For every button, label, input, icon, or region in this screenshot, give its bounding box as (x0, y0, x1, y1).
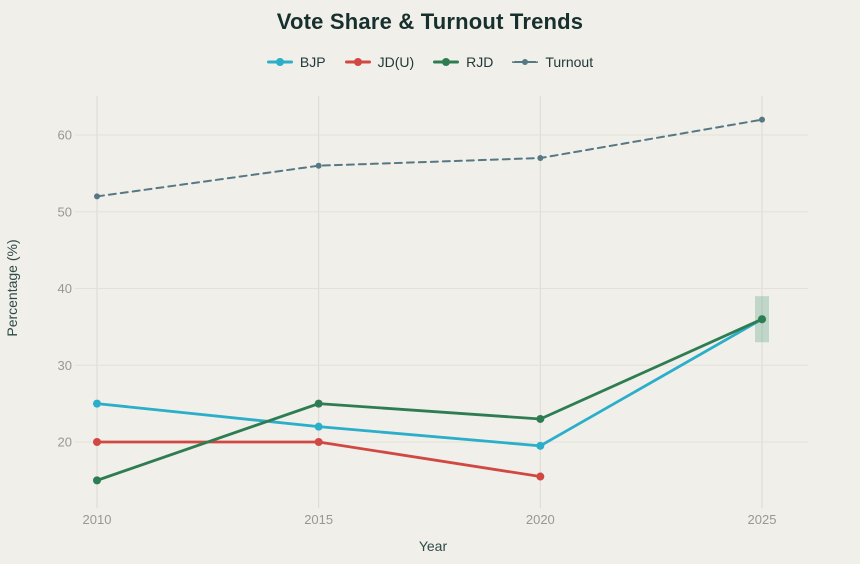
data-point-jdu-2020 (536, 472, 545, 481)
legend-dot-bjp (275, 58, 284, 66)
x-tick-2020: 2020 (526, 512, 555, 527)
legend-marker-turnout (512, 56, 539, 68)
data-point-jdu-2010 (93, 438, 101, 446)
data-point-bjp-2020 (536, 441, 545, 450)
chart-legend: BJP JD(U) RJD Turnout (0, 52, 860, 72)
x-tick-2015: 2015 (304, 512, 333, 527)
x-axis-label: Year (419, 538, 448, 554)
data-point-bjp-2015 (314, 422, 323, 431)
data-point-turnout-2025 (759, 116, 765, 123)
data-point-turnout-2015 (315, 162, 322, 169)
x-tick-2025: 2025 (748, 512, 777, 527)
x-tick-2010: 2010 (83, 512, 112, 527)
legend-dot-jdu (353, 58, 362, 66)
legend-dot-turnout (522, 59, 529, 65)
legend-item-jdu[interactable]: JD(U) (344, 54, 415, 70)
legend-item-rjd[interactable]: RJD (433, 54, 493, 70)
data-point-turnout-2020 (537, 155, 544, 162)
legend-label-turnout: Turnout (545, 54, 594, 70)
chart-title: Vote Share & Turnout Trends (276, 9, 584, 34)
data-point-rjd-2025 (758, 315, 766, 324)
data-point-rjd-2010 (93, 476, 101, 485)
series-line-turnout (96, 118, 763, 198)
data-point-rjd-2020 (536, 414, 545, 423)
legend-item-turnout[interactable]: Turnout (512, 54, 593, 70)
legend-item-bjp[interactable]: BJP (266, 54, 326, 70)
legend-label-jdu: JD(U) (377, 54, 415, 70)
series-line-bjp (95, 317, 764, 448)
y-axis-label: Percentage (%) (4, 239, 20, 336)
y-tick-60: 60 (58, 128, 72, 143)
legend-marker-jdu (344, 56, 371, 68)
data-point-turnout-2010 (94, 193, 100, 200)
data-point-rjd-2015 (314, 399, 323, 408)
data-point-bjp-2010 (93, 399, 101, 408)
y-tick-20: 20 (58, 435, 72, 450)
legend-label-rjd: RJD (466, 54, 494, 70)
y-tick-30: 30 (58, 358, 72, 373)
legend-label-bjp: BJP (299, 54, 326, 70)
data-point-jdu-2015 (314, 438, 323, 446)
series-line-rjd (95, 317, 764, 482)
legend-dot-rjd (442, 58, 451, 66)
y-tick-50: 50 (58, 204, 72, 219)
y-tick-40: 40 (58, 281, 72, 296)
legend-marker-rjd (433, 56, 460, 68)
legend-marker-bjp (266, 56, 293, 68)
